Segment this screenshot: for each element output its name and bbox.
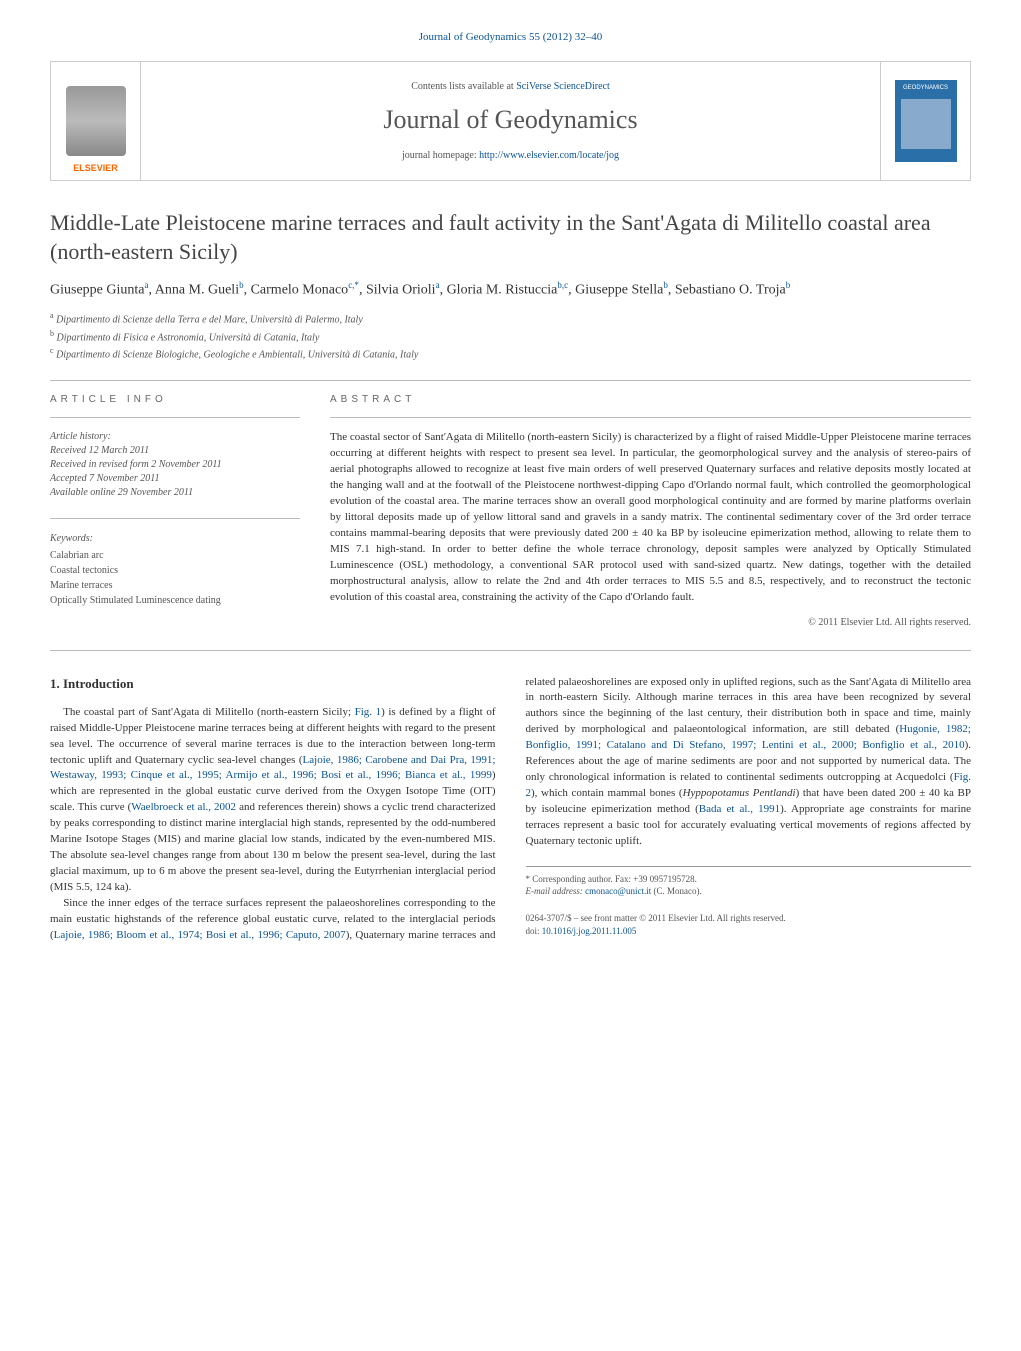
article-title: Middle-Late Pleistocene marine terraces … [50, 209, 971, 266]
elsevier-tree-icon: ELSEVIER [66, 86, 126, 156]
divider-info [50, 417, 300, 418]
divider-abstract [330, 417, 971, 418]
abstract-column: abstract The coastal sector of Sant'Agat… [330, 393, 971, 629]
homepage-link[interactable]: http://www.elsevier.com/locate/jog [479, 150, 619, 161]
publisher-label: ELSEVIER [73, 162, 118, 175]
affiliation-item: a Dipartimento di Scienze della Terra e … [50, 310, 971, 327]
divider-top [50, 380, 971, 381]
history-label: Article history: [50, 431, 111, 442]
abstract-text: The coastal sector of Sant'Agata di Mili… [330, 430, 971, 605]
contents-list-line: Contents lists available at SciVerse Sci… [411, 80, 610, 94]
email-label: E-mail address: [526, 886, 586, 896]
email-link[interactable]: cmonaco@unict.it [585, 886, 651, 896]
doi-link[interactable]: 10.1016/j.jog.2011.11.005 [542, 926, 637, 936]
history-line: Accepted 7 November 2011 [50, 473, 160, 484]
doi-prefix: doi: [526, 926, 540, 936]
doi-line: doi: 10.1016/j.jog.2011.11.005 [526, 925, 972, 938]
journal-reference: Journal of Geodynamics 55 (2012) 32–40 [50, 30, 971, 45]
abstract-copyright: © 2011 Elsevier Ltd. All rights reserved… [330, 616, 971, 630]
keyword-item: Calabrian arc [50, 550, 104, 561]
cover-cell: GEODYNAMICS [880, 62, 970, 180]
abstract-label: abstract [330, 393, 971, 407]
header-center: Contents lists available at SciVerse Sci… [141, 62, 880, 180]
journal-reference-link[interactable]: Journal of Geodynamics 55 (2012) 32–40 [419, 31, 603, 43]
keyword-item: Marine terraces [50, 580, 112, 591]
divider-keywords [50, 518, 300, 519]
corresponding-author-footnote: * Corresponding author. Fax: +39 0957195… [526, 866, 972, 898]
corresp-line: * Corresponding author. Fax: +39 0957195… [526, 873, 972, 886]
section-heading-intro: 1. Introduction [50, 675, 496, 693]
history-line: Received 12 March 2011 [50, 445, 149, 456]
journal-cover-thumb[interactable]: GEODYNAMICS [895, 80, 957, 162]
homepage-prefix: journal homepage: [402, 150, 479, 161]
affiliation-item: b Dipartimento di Fisica e Astronomia, U… [50, 328, 971, 345]
history-line: Received in revised form 2 November 2011 [50, 459, 222, 470]
keyword-item: Coastal tectonics [50, 565, 118, 576]
sciencedirect-link[interactable]: SciVerse ScienceDirect [516, 81, 610, 92]
keywords-label: Keywords: [50, 531, 300, 546]
author-list: Giuseppe Giuntaa, Anna M. Guelib, Carmel… [50, 279, 971, 301]
article-history: Article history: Received 12 March 2011 R… [50, 430, 300, 500]
history-line: Available online 29 November 2011 [50, 487, 193, 498]
homepage-line: journal homepage: http://www.elsevier.co… [402, 149, 619, 163]
contents-prefix: Contents lists available at [411, 81, 516, 92]
article-info-label: article info [50, 393, 300, 407]
affiliation-list: a Dipartimento di Scienze della Terra e … [50, 310, 971, 362]
journal-title: Journal of Geodynamics [383, 102, 637, 138]
article-info-column: article info Article history: Received 1… [50, 393, 300, 629]
cover-label: GEODYNAMICS [903, 84, 948, 92]
divider-bottom [50, 650, 971, 651]
body-two-column: 1. Introduction The coastal part of Sant… [50, 675, 971, 944]
keyword-item: Optically Stimulated Luminescence dating [50, 595, 221, 606]
info-abstract-row: article info Article history: Received 1… [50, 393, 971, 629]
issn-line: 0264-3707/$ – see front matter © 2011 El… [526, 912, 972, 925]
issn-doi-block: 0264-3707/$ – see front matter © 2011 El… [526, 912, 972, 937]
email-suffix: (C. Monaco). [653, 886, 701, 896]
publisher-logo-cell: ELSEVIER [51, 62, 141, 180]
email-line: E-mail address: cmonaco@unict.it (C. Mon… [526, 885, 972, 898]
cover-image-placeholder [901, 99, 951, 149]
keywords-block: Keywords: Calabrian arc Coastal tectonics… [50, 531, 300, 608]
affiliation-item: c Dipartimento di Scienze Biologiche, Ge… [50, 345, 971, 362]
journal-header: ELSEVIER Contents lists available at Sci… [50, 61, 971, 181]
body-paragraph: The coastal part of Sant'Agata di Milite… [50, 705, 496, 896]
